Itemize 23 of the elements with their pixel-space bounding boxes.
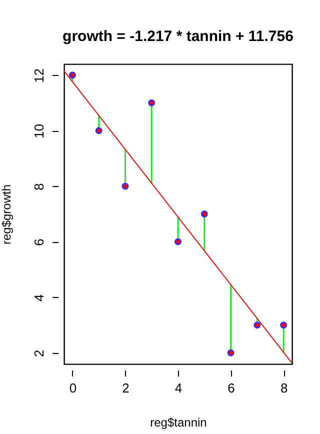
y-tick-label: 8 — [32, 183, 46, 190]
y-tick-label: 10 — [32, 124, 46, 138]
point — [148, 99, 156, 106]
x-tick-label: 0 — [69, 380, 77, 396]
y-tick-label: 4 — [32, 294, 46, 302]
point — [68, 72, 76, 79]
point — [95, 127, 102, 134]
x-tick-label: 2 — [122, 380, 130, 396]
point — [280, 322, 288, 329]
point — [122, 182, 129, 190]
y-tick-label: 6 — [32, 238, 46, 246]
point — [200, 210, 208, 218]
y-tick-label: 2 — [32, 350, 46, 358]
x-tick-label: 8 — [280, 380, 288, 396]
point — [254, 322, 261, 329]
chart-title: growth = -1.217 * tannin + 11.756 — [62, 28, 294, 45]
y-tick-label: 12 — [32, 68, 46, 83]
point — [174, 238, 182, 246]
x-tick-label: 4 — [174, 380, 182, 396]
y-axis-title: reg$growth — [0, 184, 14, 245]
point — [227, 349, 234, 356]
x-axis-title: reg$tannin — [150, 416, 207, 430]
x-tick-label: 6 — [228, 380, 235, 396]
